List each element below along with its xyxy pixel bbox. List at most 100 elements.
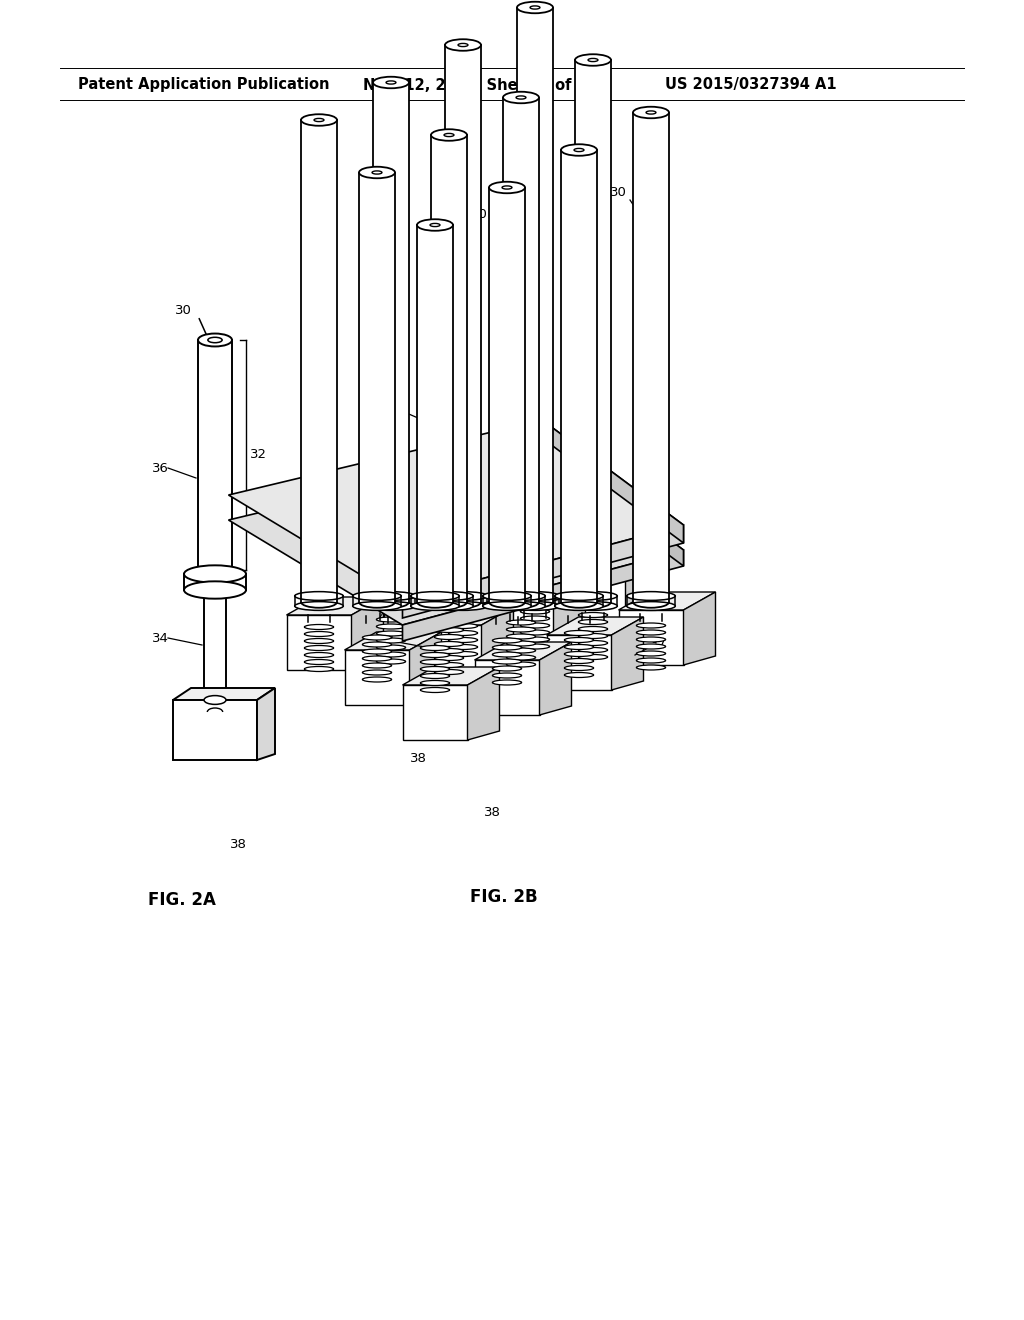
Ellipse shape	[295, 591, 343, 601]
Polygon shape	[503, 521, 599, 540]
Ellipse shape	[627, 591, 675, 601]
Ellipse shape	[449, 610, 477, 615]
Ellipse shape	[520, 609, 550, 614]
Text: 42: 42	[378, 573, 395, 586]
Ellipse shape	[352, 602, 401, 610]
Ellipse shape	[493, 680, 521, 685]
Polygon shape	[287, 615, 351, 671]
Ellipse shape	[421, 652, 450, 657]
Ellipse shape	[530, 5, 540, 9]
Ellipse shape	[493, 638, 521, 643]
Ellipse shape	[434, 656, 464, 660]
Ellipse shape	[208, 338, 222, 343]
Ellipse shape	[507, 642, 536, 645]
Ellipse shape	[352, 591, 401, 601]
Text: 36: 36	[152, 462, 169, 474]
Polygon shape	[424, 572, 456, 645]
Polygon shape	[198, 341, 232, 570]
Text: C: C	[656, 389, 664, 400]
Polygon shape	[204, 590, 226, 700]
Ellipse shape	[520, 616, 550, 620]
Ellipse shape	[520, 623, 550, 628]
Ellipse shape	[636, 657, 666, 663]
Polygon shape	[358, 572, 456, 590]
Ellipse shape	[520, 630, 550, 635]
Ellipse shape	[434, 635, 464, 639]
Text: Nov. 12, 2015  Sheet 2 of 7: Nov. 12, 2015 Sheet 2 of 7	[362, 78, 587, 92]
Ellipse shape	[362, 671, 391, 675]
Ellipse shape	[568, 602, 617, 610]
Polygon shape	[430, 546, 527, 565]
Ellipse shape	[520, 638, 550, 642]
Text: 30: 30	[610, 186, 627, 199]
Ellipse shape	[449, 644, 477, 649]
Ellipse shape	[449, 631, 477, 635]
Ellipse shape	[304, 667, 334, 672]
Ellipse shape	[493, 667, 521, 671]
Ellipse shape	[564, 665, 594, 671]
Polygon shape	[618, 610, 683, 665]
Ellipse shape	[568, 591, 617, 601]
Ellipse shape	[636, 665, 666, 671]
Polygon shape	[554, 582, 586, 655]
Text: 44: 44	[378, 631, 394, 644]
Ellipse shape	[579, 619, 607, 624]
Ellipse shape	[561, 144, 597, 156]
Ellipse shape	[434, 627, 464, 632]
Ellipse shape	[517, 1, 553, 13]
Ellipse shape	[574, 148, 584, 152]
Text: US 2015/0327394 A1: US 2015/0327394 A1	[665, 78, 837, 92]
Polygon shape	[358, 590, 424, 645]
Ellipse shape	[497, 602, 546, 610]
Ellipse shape	[421, 688, 450, 693]
Polygon shape	[542, 445, 683, 566]
Ellipse shape	[564, 638, 594, 643]
Ellipse shape	[520, 602, 550, 607]
Ellipse shape	[555, 591, 603, 601]
Ellipse shape	[636, 630, 666, 635]
Polygon shape	[468, 667, 500, 741]
Ellipse shape	[421, 645, 450, 651]
Polygon shape	[431, 135, 467, 602]
Polygon shape	[540, 642, 571, 715]
Text: 30: 30	[380, 483, 397, 496]
Ellipse shape	[555, 602, 603, 610]
Ellipse shape	[304, 652, 334, 657]
Polygon shape	[301, 120, 337, 602]
Ellipse shape	[444, 133, 454, 136]
Polygon shape	[173, 700, 257, 760]
Ellipse shape	[377, 645, 406, 649]
Ellipse shape	[636, 651, 666, 656]
Text: 30: 30	[175, 304, 191, 317]
Ellipse shape	[425, 591, 473, 601]
Polygon shape	[402, 525, 683, 618]
Ellipse shape	[377, 616, 406, 622]
Ellipse shape	[449, 638, 477, 643]
Ellipse shape	[367, 602, 416, 610]
Ellipse shape	[511, 602, 559, 610]
Ellipse shape	[511, 591, 559, 601]
Text: 34: 34	[378, 652, 395, 664]
Ellipse shape	[493, 673, 521, 678]
Ellipse shape	[579, 648, 607, 652]
Polygon shape	[542, 420, 683, 543]
Ellipse shape	[564, 652, 594, 656]
Polygon shape	[683, 591, 716, 665]
Ellipse shape	[482, 591, 531, 601]
Ellipse shape	[377, 659, 406, 664]
Ellipse shape	[204, 696, 226, 705]
Ellipse shape	[507, 627, 536, 632]
Polygon shape	[228, 445, 683, 624]
Polygon shape	[503, 540, 567, 595]
Polygon shape	[547, 635, 611, 690]
Ellipse shape	[438, 591, 487, 601]
Polygon shape	[575, 59, 611, 602]
Ellipse shape	[304, 639, 334, 644]
Ellipse shape	[434, 663, 464, 668]
Ellipse shape	[633, 107, 669, 119]
Polygon shape	[488, 582, 586, 601]
Polygon shape	[417, 224, 453, 602]
Polygon shape	[344, 632, 441, 649]
Polygon shape	[481, 607, 513, 680]
Ellipse shape	[377, 631, 406, 636]
